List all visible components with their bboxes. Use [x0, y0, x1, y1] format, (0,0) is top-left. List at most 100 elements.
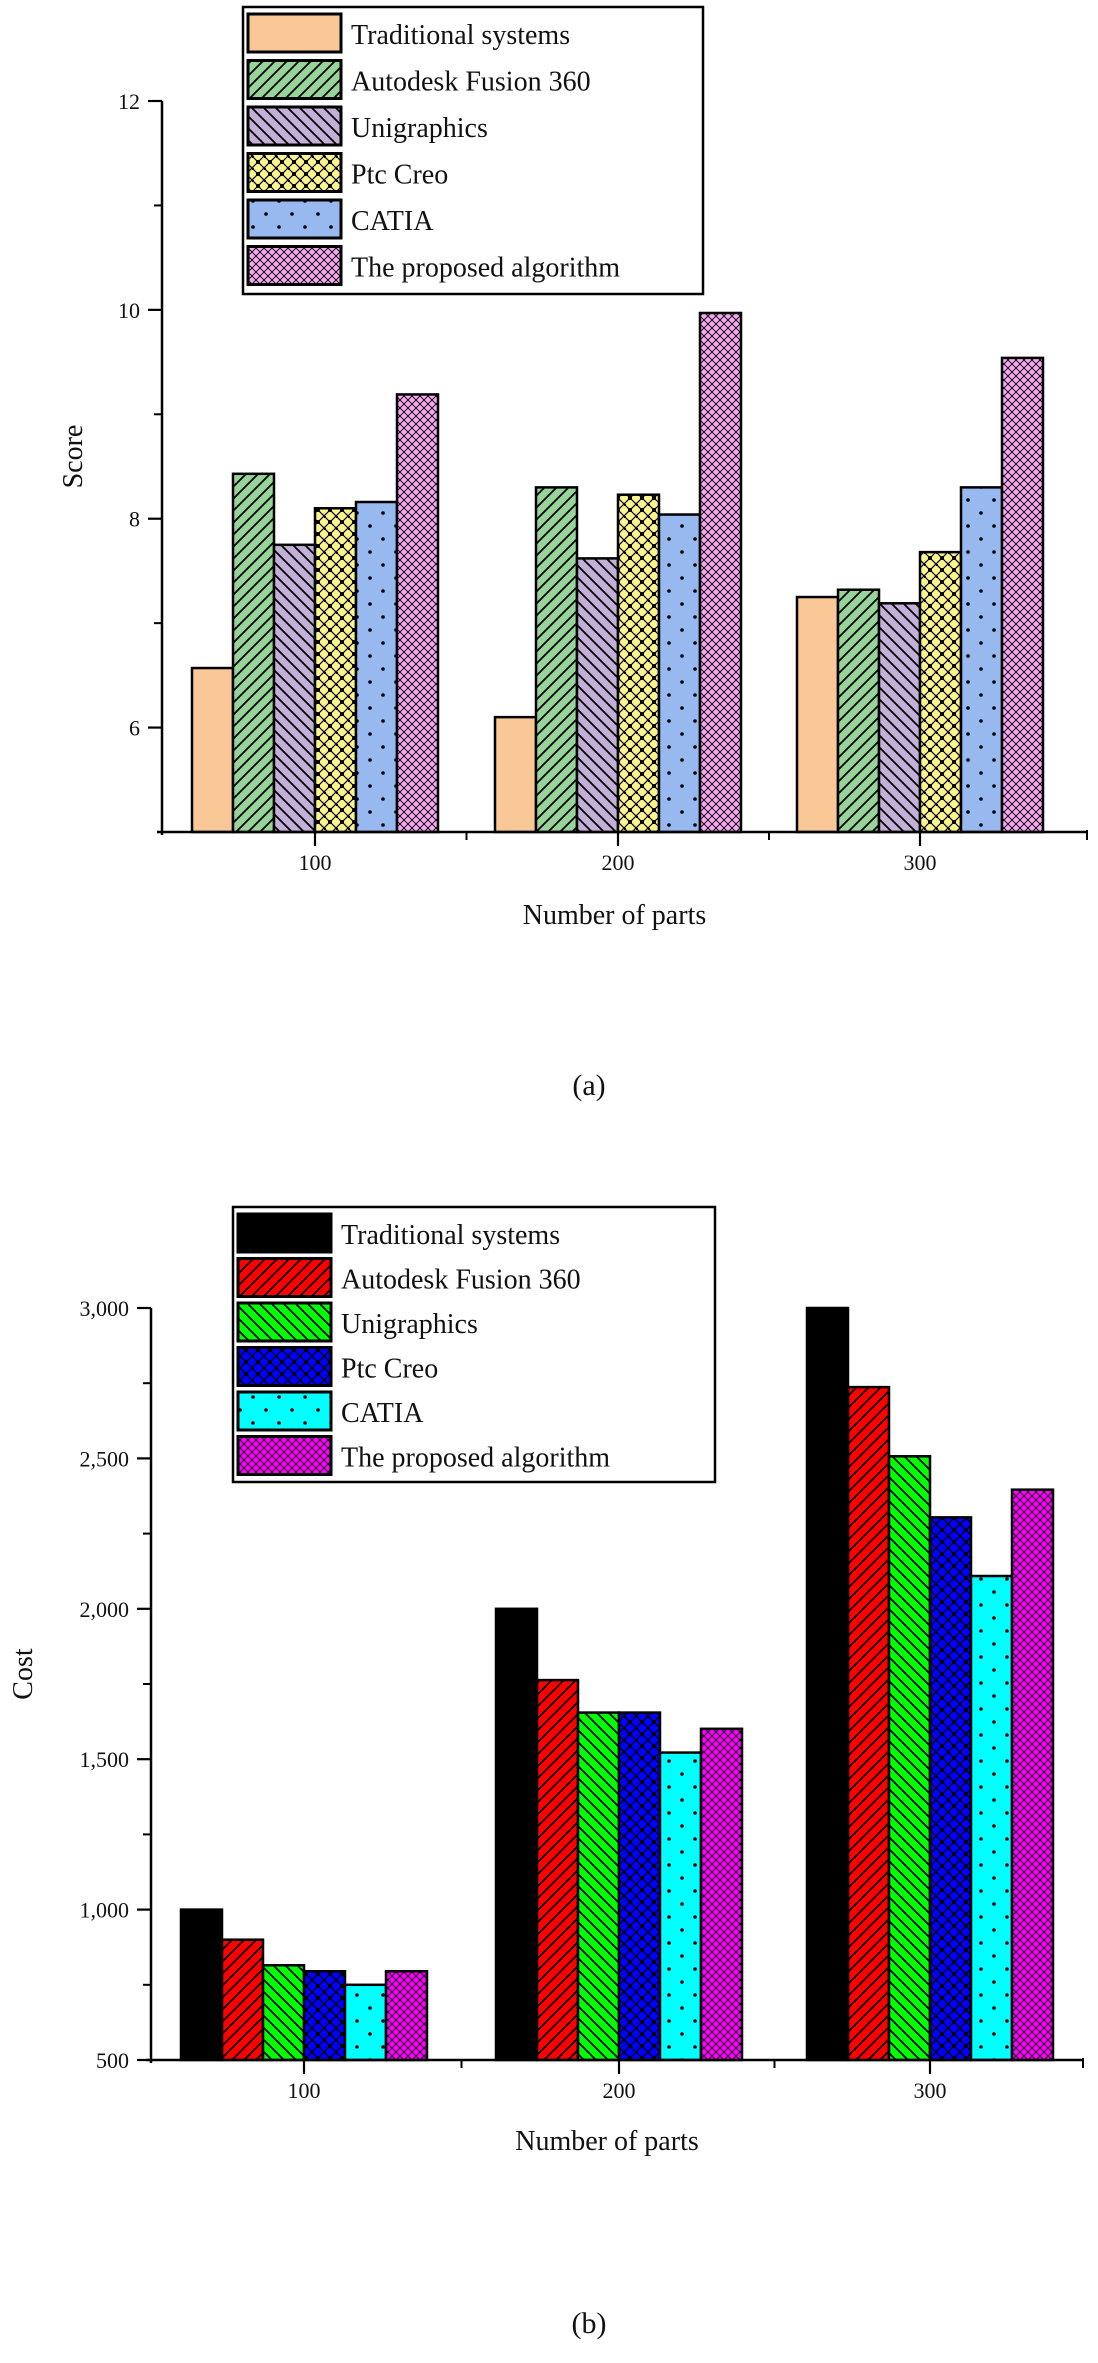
legend-item: CATIA — [246, 198, 434, 240]
bar-group-200 — [493, 311, 743, 834]
bar — [918, 550, 963, 834]
bar — [795, 595, 840, 834]
bar — [179, 1908, 224, 2062]
bar — [261, 1963, 306, 2062]
legend-label: CATIA — [351, 206, 434, 237]
x-axis-title: Number of parts — [515, 2126, 699, 2157]
x-tick-label: 200 — [602, 850, 635, 875]
bar — [969, 1574, 1014, 2062]
legend-swatch — [246, 245, 343, 286]
legend-label: Autodesk Fusion 360 — [351, 67, 591, 98]
axes: 500 1,000 1,500 2,000 2,500 3,000 100 200 300 — [80, 1296, 1084, 2103]
legend-item: Traditional systems — [246, 12, 570, 54]
bar — [493, 715, 538, 834]
bar — [887, 1455, 932, 2062]
y-axis-title: Cost — [8, 1648, 39, 1700]
bar — [231, 472, 276, 834]
bar — [220, 1938, 265, 2062]
y-tick-label: 3,000 — [80, 1296, 130, 1321]
y-tick-label: 8 — [129, 507, 140, 532]
y-axis-title: Score — [58, 425, 89, 489]
bar — [846, 1385, 891, 2062]
bar — [617, 1711, 662, 2062]
panel-caption: (b) — [572, 2307, 607, 2340]
chart-panel-b: 500 1,000 1,500 2,000 2,500 3,000 100 200 300 Num… — [8, 1205, 1084, 2340]
bar — [698, 311, 743, 834]
bar — [354, 500, 399, 834]
bar — [343, 1983, 388, 2062]
axes: 6 8 10 12 100 200 300 — [118, 89, 1088, 875]
bar — [534, 486, 579, 834]
bar-group-100 — [190, 393, 440, 834]
bar — [1010, 1488, 1055, 2062]
legend-label: Autodesk Fusion 360 — [341, 1265, 581, 1296]
bar — [928, 1516, 973, 2062]
y-tick-label: 500 — [96, 2048, 129, 2073]
legend-swatch — [236, 1212, 333, 1254]
bar — [616, 493, 661, 834]
bar — [658, 1751, 703, 2062]
legend-label: CATIA — [341, 1398, 424, 1429]
bar-group-300 — [805, 1306, 1055, 2062]
bar-group-100 — [179, 1908, 429, 2062]
legend-item: Ptc Creo — [236, 1346, 438, 1387]
legend-swatch — [236, 1301, 333, 1343]
x-tick-label: 100 — [299, 850, 332, 875]
legend: Traditional systems Autodesk Fusion 360 Un… — [241, 5, 705, 296]
bar-group-300 — [795, 356, 1045, 834]
x-tick-label: 300 — [914, 2078, 947, 2103]
bar — [576, 1711, 621, 2062]
bar — [395, 393, 440, 834]
legend-item: Unigraphics — [246, 105, 488, 147]
bar — [575, 557, 620, 834]
legend-item: Unigraphics — [236, 1301, 478, 1343]
legend-label: Unigraphics — [351, 113, 488, 144]
legend-item: Traditional systems — [236, 1212, 560, 1254]
panel-caption: (a) — [572, 1069, 605, 1102]
legend-item: Autodesk Fusion 360 — [236, 1257, 581, 1298]
bar — [313, 507, 358, 834]
legend-swatch — [246, 198, 343, 240]
x-tick-label: 100 — [288, 2078, 321, 2103]
bar — [494, 1607, 539, 2062]
x-axis-title: Number of parts — [523, 900, 707, 931]
legend-item: CATIA — [236, 1390, 424, 1432]
chart-panel-a: 6 8 10 12 100 200 300 Number of parts Score (a) Tr… — [58, 5, 1088, 1102]
legend-swatch — [246, 12, 343, 54]
bar — [805, 1306, 850, 2062]
legend-label: Unigraphics — [341, 1309, 478, 1340]
y-tick-label: 2,000 — [80, 1597, 130, 1622]
bar — [877, 602, 922, 834]
legend-swatch — [246, 59, 343, 100]
legend-swatch — [246, 105, 343, 147]
bar — [836, 588, 881, 834]
legend-item: Autodesk Fusion 360 — [246, 59, 591, 100]
bar — [699, 1727, 744, 2062]
y-tick-label: 1,500 — [80, 1747, 130, 1772]
legend-item: Ptc Creo — [246, 152, 448, 193]
legend-item: The proposed algorithm — [236, 1435, 610, 1476]
legend-swatch — [236, 1257, 333, 1298]
bar — [190, 666, 235, 834]
y-tick-label: 10 — [118, 298, 140, 323]
y-tick-label: 6 — [129, 716, 140, 741]
bar — [959, 486, 1004, 834]
legend-swatch — [236, 1435, 333, 1476]
legend-label: Ptc Creo — [351, 160, 448, 191]
bar-group-200 — [494, 1607, 744, 2062]
legend: Traditional systems Autodesk Fusion 360 Un… — [231, 1205, 717, 1484]
legend-item: The proposed algorithm — [246, 245, 620, 286]
legend-label: Traditional systems — [341, 1220, 560, 1251]
legend-label: The proposed algorithm — [341, 1443, 610, 1474]
legend-label: Traditional systems — [351, 20, 570, 51]
bar — [535, 1678, 580, 2062]
y-tick-label: 2,500 — [80, 1446, 130, 1471]
x-tick-label: 200 — [603, 2078, 636, 2103]
legend-swatch — [246, 152, 343, 193]
y-tick-label: 12 — [118, 89, 140, 114]
x-tick-label: 300 — [904, 850, 937, 875]
y-tick-label: 1,000 — [80, 1898, 130, 1923]
bar — [302, 1970, 347, 2062]
legend-label: Ptc Creo — [341, 1354, 438, 1385]
